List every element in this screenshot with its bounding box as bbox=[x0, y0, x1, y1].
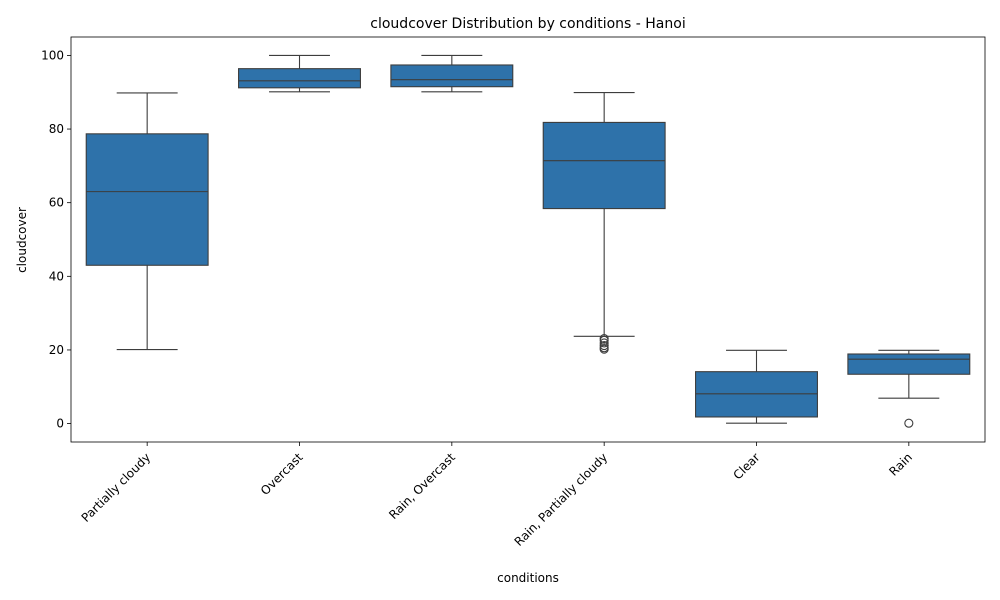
box-group bbox=[390, 54, 514, 93]
box-group bbox=[542, 92, 666, 354]
chart-title: cloudcover Distribution by conditions - … bbox=[370, 16, 685, 32]
box-group bbox=[847, 349, 971, 428]
box-group bbox=[238, 54, 361, 93]
box-group bbox=[85, 92, 209, 351]
y-axis: 0 20 40 60 80 100 bbox=[41, 48, 71, 431]
x-axis-title: conditions bbox=[497, 571, 559, 585]
plot-frame bbox=[70, 36, 986, 443]
x-tick-label: Rain, Partially cloudy bbox=[512, 450, 611, 549]
outlier-point bbox=[599, 340, 609, 351]
y-tick-label: 60 bbox=[49, 196, 64, 210]
x-tick-label: Clear bbox=[731, 450, 763, 482]
box-iqr bbox=[847, 353, 971, 375]
box-iqr bbox=[390, 64, 514, 88]
y-tick-label: 100 bbox=[41, 48, 64, 62]
outlier-point bbox=[599, 335, 609, 345]
box-iqr bbox=[85, 133, 209, 266]
outlier-point bbox=[904, 418, 914, 428]
x-axis: Partially cloudy Overcast Rain, Overcast Ra… bbox=[79, 442, 915, 549]
y-tick-label: 40 bbox=[49, 269, 64, 283]
y-axis-title: cloudcover bbox=[15, 207, 29, 273]
plot-area bbox=[85, 54, 971, 428]
y-tick-label: 80 bbox=[49, 122, 64, 136]
x-tick-label: Partially cloudy bbox=[79, 450, 154, 525]
x-tick-label: Rain bbox=[886, 450, 915, 479]
box-iqr bbox=[238, 68, 361, 89]
x-tick-label: Overcast bbox=[258, 450, 306, 498]
box-iqr bbox=[542, 121, 666, 210]
y-tick-label: 20 bbox=[49, 343, 64, 357]
outlier-point bbox=[599, 338, 609, 348]
box-iqr bbox=[695, 371, 818, 418]
outlier-point bbox=[599, 344, 609, 354]
y-tick-label: 0 bbox=[56, 417, 64, 431]
box-group bbox=[695, 349, 818, 424]
x-tick-label: Rain, Overcast bbox=[386, 450, 458, 522]
